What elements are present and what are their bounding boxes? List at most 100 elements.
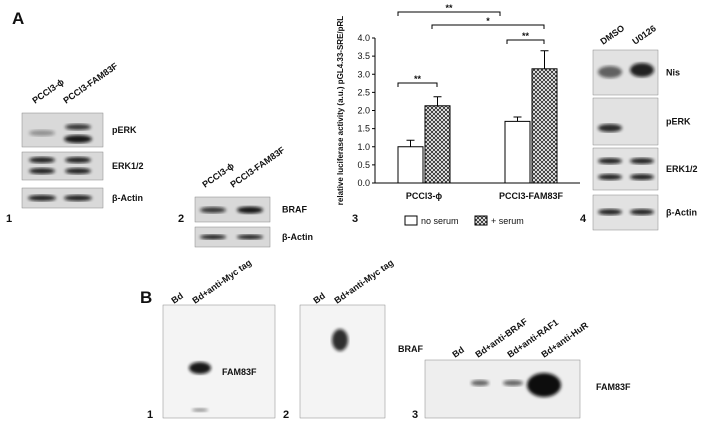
row-label: β-Actin — [282, 232, 313, 242]
lane-label: Bd+anti-Myc tag — [332, 257, 395, 305]
significance-label: * — [486, 16, 490, 26]
blot-band — [237, 206, 263, 214]
x-tick-label: PCCl3-FAM83F — [499, 191, 564, 201]
blot-band — [630, 174, 654, 180]
blot-band — [332, 329, 348, 351]
panel-number: 3 — [412, 409, 418, 421]
lane-label: PCCl3-FAM83F — [61, 60, 120, 105]
significance-label: ** — [445, 3, 453, 13]
lane-label: PCCl3-ϕ — [30, 77, 66, 106]
row-label: Nis — [666, 68, 680, 78]
blot-band — [471, 380, 489, 386]
blot-band — [237, 234, 263, 240]
blot-band — [200, 234, 226, 240]
row-label: pERK — [666, 117, 691, 127]
row-label: β-Actin — [666, 208, 697, 218]
y-tick-label: 1.5 — [357, 124, 370, 134]
significance-bracket — [397, 82, 438, 87]
panel-number: 2 — [178, 213, 184, 225]
blot-band — [29, 157, 55, 163]
panel-number: 1 — [6, 213, 12, 225]
row-label: BRAF — [282, 205, 307, 215]
panel-label: B — [140, 288, 152, 307]
blot-strip — [162, 304, 276, 419]
lane-label: U0126 — [630, 23, 657, 46]
blot-band — [598, 174, 622, 180]
blot-band — [503, 380, 523, 386]
x-tick-label: PCCl3-ϕ — [406, 191, 443, 201]
blot-band — [29, 130, 55, 136]
blot-band — [630, 209, 654, 215]
lane-label: Bd — [169, 291, 185, 306]
y-tick-label: 3.0 — [357, 69, 370, 79]
blot-band — [29, 168, 55, 174]
bar — [397, 146, 424, 184]
lane-label: PCCl3-FAM83F — [228, 144, 287, 189]
lane-label: Bd — [311, 291, 327, 306]
row-label: β-Actin — [112, 193, 143, 203]
legend-label: + serum — [491, 216, 524, 226]
y-tick-label: 2.0 — [357, 106, 370, 116]
significance-bracket — [431, 24, 545, 29]
panel-number: 1 — [147, 409, 153, 421]
blot-band — [598, 66, 622, 78]
bar — [531, 68, 558, 184]
blot-strip — [21, 112, 104, 148]
blot-band — [65, 124, 91, 130]
panel-number: 4 — [580, 213, 587, 225]
blot-band — [64, 135, 92, 143]
blot-band — [65, 157, 91, 163]
blot-strip — [194, 226, 271, 248]
row-label: ERK1/2 — [112, 161, 144, 171]
blot-band — [65, 168, 91, 174]
blot-band — [598, 209, 622, 215]
blot-band — [200, 207, 226, 213]
lane-label: DMSO — [598, 23, 626, 47]
bar — [424, 105, 451, 184]
blot-band — [64, 195, 92, 201]
blot-band — [630, 63, 654, 77]
significance-label: ** — [522, 31, 530, 41]
row-label: FAM83F — [222, 367, 257, 377]
row-label: FAM83F — [596, 382, 631, 392]
bar — [504, 120, 531, 184]
panel-number: 3 — [352, 213, 358, 225]
blot-band — [192, 408, 208, 412]
y-tick-label: 3.5 — [357, 51, 370, 61]
lane-label: Bd+anti-Myc tag — [190, 257, 253, 305]
y-axis-label: relative luciferase activity (a.u.) pGL4… — [336, 16, 345, 206]
y-tick-label: 2.5 — [357, 87, 370, 97]
error-bar — [540, 50, 549, 69]
blot-band — [630, 158, 654, 164]
panel-label: A — [12, 9, 24, 28]
blot-band — [28, 195, 56, 201]
blot-strip — [21, 187, 104, 209]
significance-label: ** — [414, 74, 422, 84]
blot-strip — [592, 147, 659, 191]
y-tick-label: 1.0 — [357, 142, 370, 152]
error-bar — [513, 116, 522, 122]
blot-band — [598, 124, 622, 132]
blot-band — [189, 362, 211, 374]
row-label: ERK1/2 — [666, 164, 698, 174]
blot-strip — [299, 304, 386, 419]
row-label: BRAF — [398, 344, 423, 354]
significance-bracket — [397, 11, 501, 16]
y-tick-label: 0.0 — [357, 178, 370, 188]
panel-number: 2 — [283, 409, 289, 421]
lane-label: Bd+anti-BRAF — [473, 316, 529, 360]
legend-label: no serum — [421, 216, 459, 226]
error-bar — [433, 96, 442, 106]
lane-label: Bd — [450, 345, 466, 360]
y-tick-label: 4.0 — [357, 33, 370, 43]
error-bar — [406, 139, 415, 147]
row-label: pERK — [112, 125, 137, 135]
blot-strip — [21, 151, 104, 181]
y-tick-label: 0.5 — [357, 160, 370, 170]
legend-swatch — [404, 215, 418, 226]
blot-strip — [592, 97, 659, 146]
blot-band — [527, 373, 561, 397]
blot-band — [598, 158, 622, 164]
legend-swatch — [474, 215, 488, 226]
